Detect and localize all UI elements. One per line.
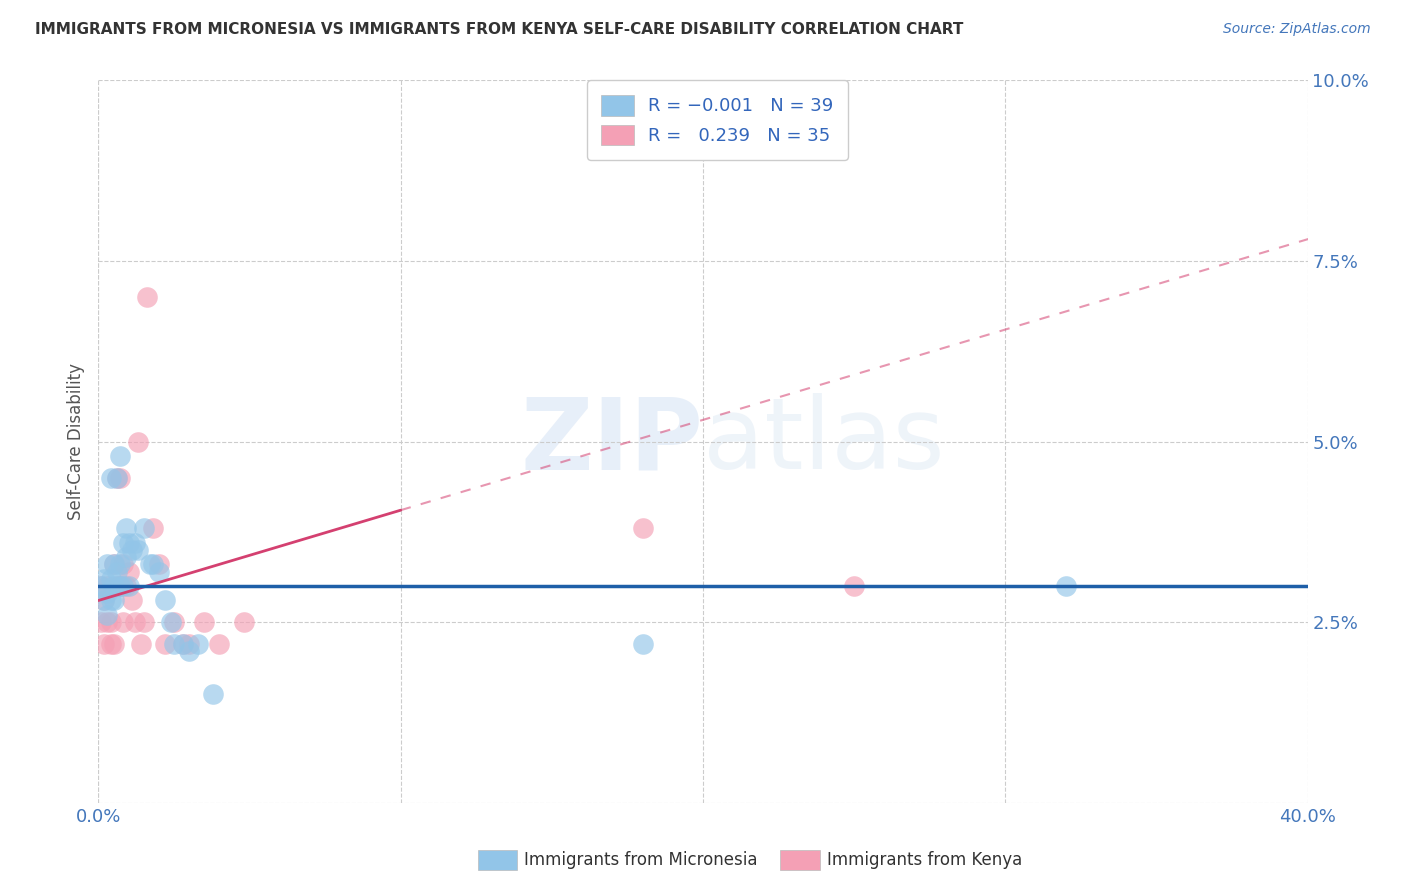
Point: [90, 579, 112, 593]
Point: [93, 593, 115, 607]
Point: [187, 637, 209, 651]
Point: [103, 558, 125, 572]
Point: [139, 558, 162, 572]
Point: [179, 644, 201, 658]
Point: [111, 535, 134, 549]
Point: [90, 615, 112, 630]
Point: [121, 593, 143, 607]
Point: [172, 637, 194, 651]
Point: [105, 471, 128, 485]
Point: [103, 558, 125, 572]
Point: [232, 615, 254, 630]
Point: [124, 535, 146, 549]
Text: Immigrants from Kenya: Immigrants from Kenya: [827, 851, 1022, 869]
Point: [118, 579, 141, 593]
Point: [631, 521, 654, 535]
Point: [118, 565, 141, 579]
Point: [105, 579, 128, 593]
Point: [103, 579, 125, 593]
Point: [148, 558, 170, 572]
Point: [96, 558, 118, 572]
Point: [111, 579, 134, 593]
Point: [108, 558, 131, 572]
Point: [163, 637, 186, 651]
Point: [103, 637, 125, 651]
Point: [129, 637, 152, 651]
Point: [111, 615, 134, 630]
Point: [105, 471, 128, 485]
Point: [100, 471, 122, 485]
Point: [93, 572, 115, 586]
Point: [153, 637, 176, 651]
Point: [124, 615, 146, 630]
Point: [132, 615, 155, 630]
Point: [153, 593, 176, 607]
Point: [90, 579, 112, 593]
Point: [103, 593, 125, 607]
Point: [163, 615, 186, 630]
Point: [118, 535, 141, 549]
Point: [105, 565, 128, 579]
Point: [114, 579, 136, 593]
Point: [208, 637, 231, 651]
Point: [96, 607, 118, 622]
Point: [135, 290, 157, 304]
Point: [96, 615, 118, 630]
Point: [100, 593, 122, 607]
Point: [844, 579, 866, 593]
Text: IMMIGRANTS FROM MICRONESIA VS IMMIGRANTS FROM KENYA SELF-CARE DISABILITY CORRELA: IMMIGRANTS FROM MICRONESIA VS IMMIGRANTS…: [35, 22, 963, 37]
Point: [121, 542, 143, 557]
Point: [127, 434, 149, 449]
Point: [172, 637, 194, 651]
Point: [93, 593, 115, 607]
Point: [160, 615, 183, 630]
Point: [127, 542, 149, 557]
Text: Immigrants from Micronesia: Immigrants from Micronesia: [524, 851, 758, 869]
Text: atlas: atlas: [703, 393, 945, 490]
Point: [202, 687, 225, 701]
Point: [179, 637, 201, 651]
Point: [193, 615, 215, 630]
Point: [108, 579, 131, 593]
Point: [93, 637, 115, 651]
Point: [1054, 579, 1077, 593]
Text: Source: ZipAtlas.com: Source: ZipAtlas.com: [1223, 22, 1371, 37]
Text: ZIP: ZIP: [520, 393, 703, 490]
Point: [142, 521, 165, 535]
Point: [111, 558, 134, 572]
Point: [132, 521, 155, 535]
Point: [108, 449, 131, 463]
Point: [108, 471, 131, 485]
Point: [100, 637, 122, 651]
Point: [148, 565, 170, 579]
Point: [108, 579, 131, 593]
Point: [96, 586, 118, 600]
Point: [114, 550, 136, 565]
Point: [96, 579, 118, 593]
Point: [114, 521, 136, 535]
Legend: R = −0.001   N = 39, R =   0.239   N = 35: R = −0.001 N = 39, R = 0.239 N = 35: [588, 80, 848, 160]
Point: [100, 615, 122, 630]
Point: [142, 558, 165, 572]
Point: [100, 572, 122, 586]
Point: [631, 637, 654, 651]
Y-axis label: Self-Care Disability: Self-Care Disability: [66, 363, 84, 520]
